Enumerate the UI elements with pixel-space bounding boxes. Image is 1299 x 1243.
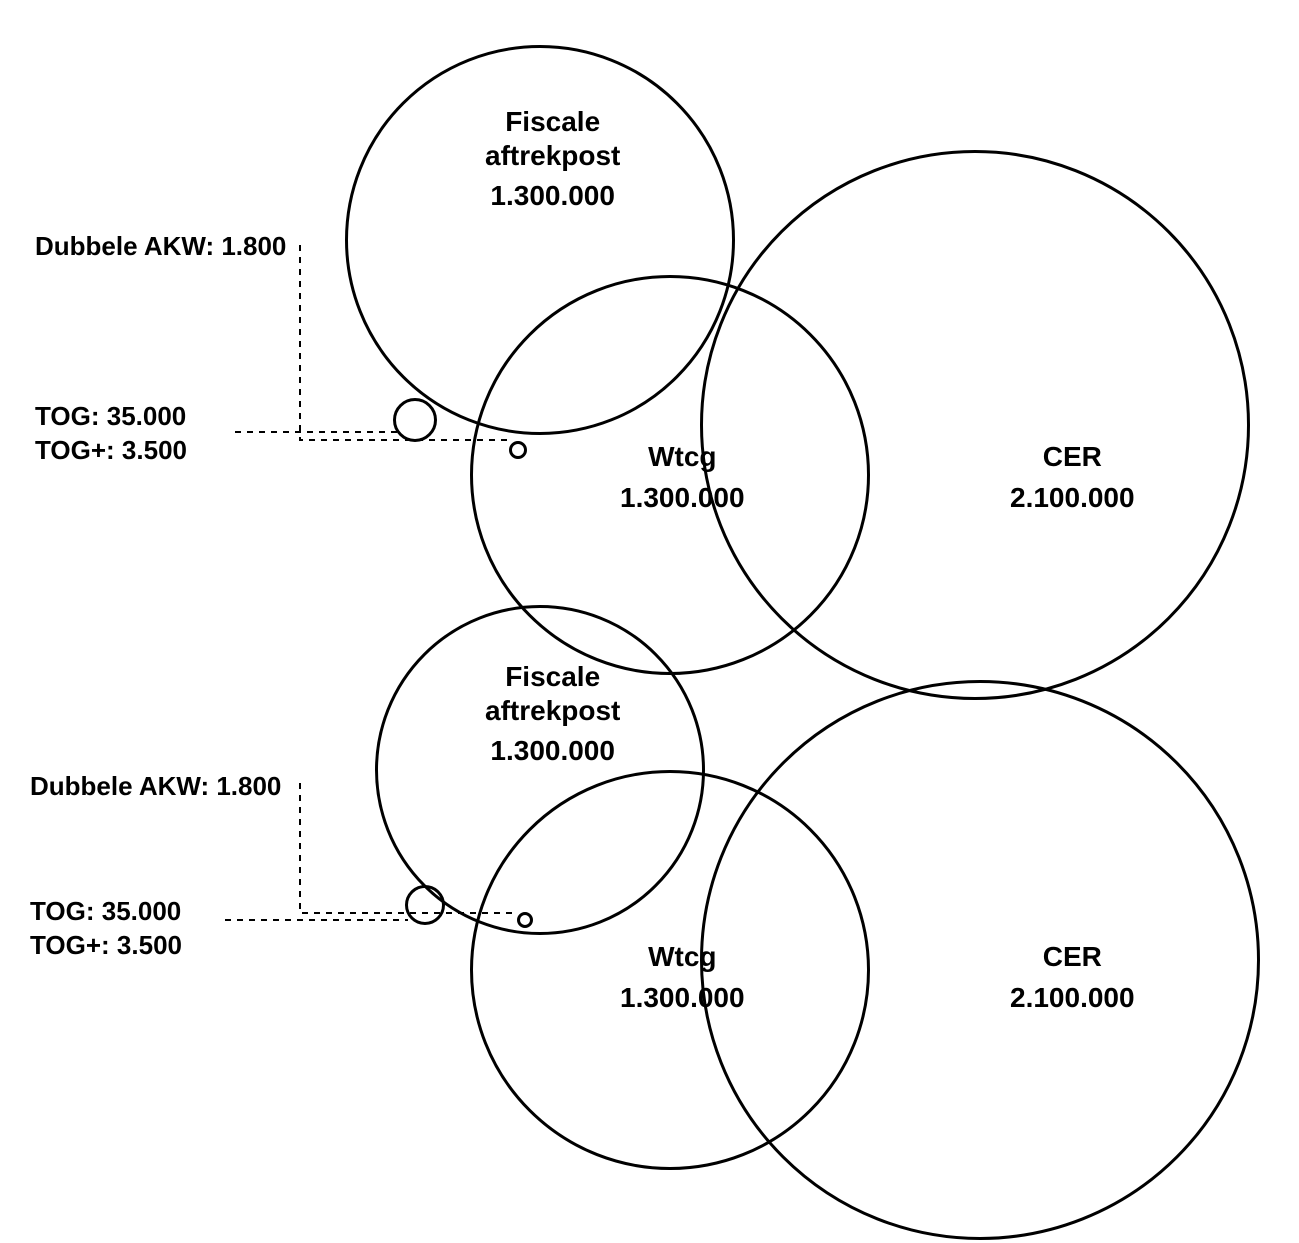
side-label-tog-line2-b: TOG+: 3.500: [30, 929, 182, 963]
label-cer-bottom: CER 2.100.000: [1010, 940, 1135, 1014]
side-label-dubbele-bottom: Dubbele AKW: 1.800: [30, 770, 281, 804]
label-fiscale-title-l2-b: aftrekpost: [485, 694, 620, 728]
circle-dubbele-top: [509, 441, 527, 459]
side-label-tog-line1-b: TOG: 35.000: [30, 895, 182, 929]
circle-tog-bottom: [405, 885, 445, 925]
label-fiscale-title-l1-b: Fiscale: [485, 660, 620, 694]
label-cer-title-b: CER: [1010, 940, 1135, 974]
side-label-tog-line2: TOG+: 3.500: [35, 434, 187, 468]
side-label-dubbele-text: Dubbele AKW: 1.800: [35, 230, 286, 264]
side-label-tog-line1: TOG: 35.000: [35, 400, 187, 434]
label-cer-title: CER: [1010, 440, 1135, 474]
label-wtcg-bottom: Wtcg 1.300.000: [620, 940, 745, 1014]
label-cer-top: CER 2.100.000: [1010, 440, 1135, 514]
side-label-dubbele-top: Dubbele AKW: 1.800: [35, 230, 286, 264]
label-fiscale-title-l1: Fiscale: [485, 105, 620, 139]
label-wtcg-value: 1.300.000: [620, 482, 745, 514]
label-wtcg-value-b: 1.300.000: [620, 982, 745, 1014]
circle-dubbele-bottom: [517, 912, 533, 928]
circle-cer-top: [700, 150, 1250, 700]
label-fiscale-top: Fiscale aftrekpost 1.300.000: [485, 105, 620, 212]
side-label-tog-top: TOG: 35.000 TOG+: 3.500: [35, 400, 187, 468]
label-fiscale-bottom: Fiscale aftrekpost 1.300.000: [485, 660, 620, 767]
side-label-tog-bottom: TOG: 35.000 TOG+: 3.500: [30, 895, 182, 963]
label-cer-value: 2.100.000: [1010, 482, 1135, 514]
circle-tog-top: [393, 398, 437, 442]
label-fiscale-value: 1.300.000: [485, 180, 620, 212]
label-fiscale-value-b: 1.300.000: [485, 735, 620, 767]
label-wtcg-top: Wtcg 1.300.000: [620, 440, 745, 514]
label-fiscale-title-l2: aftrekpost: [485, 139, 620, 173]
label-wtcg-title: Wtcg: [620, 440, 745, 474]
label-cer-value-b: 2.100.000: [1010, 982, 1135, 1014]
circle-cer-bottom: [700, 680, 1260, 1240]
side-label-dubbele-text-b: Dubbele AKW: 1.800: [30, 770, 281, 804]
venn-diagram-container: Fiscale aftrekpost 1.300.000 Wtcg 1.300.…: [0, 0, 1299, 1243]
label-wtcg-title-b: Wtcg: [620, 940, 745, 974]
